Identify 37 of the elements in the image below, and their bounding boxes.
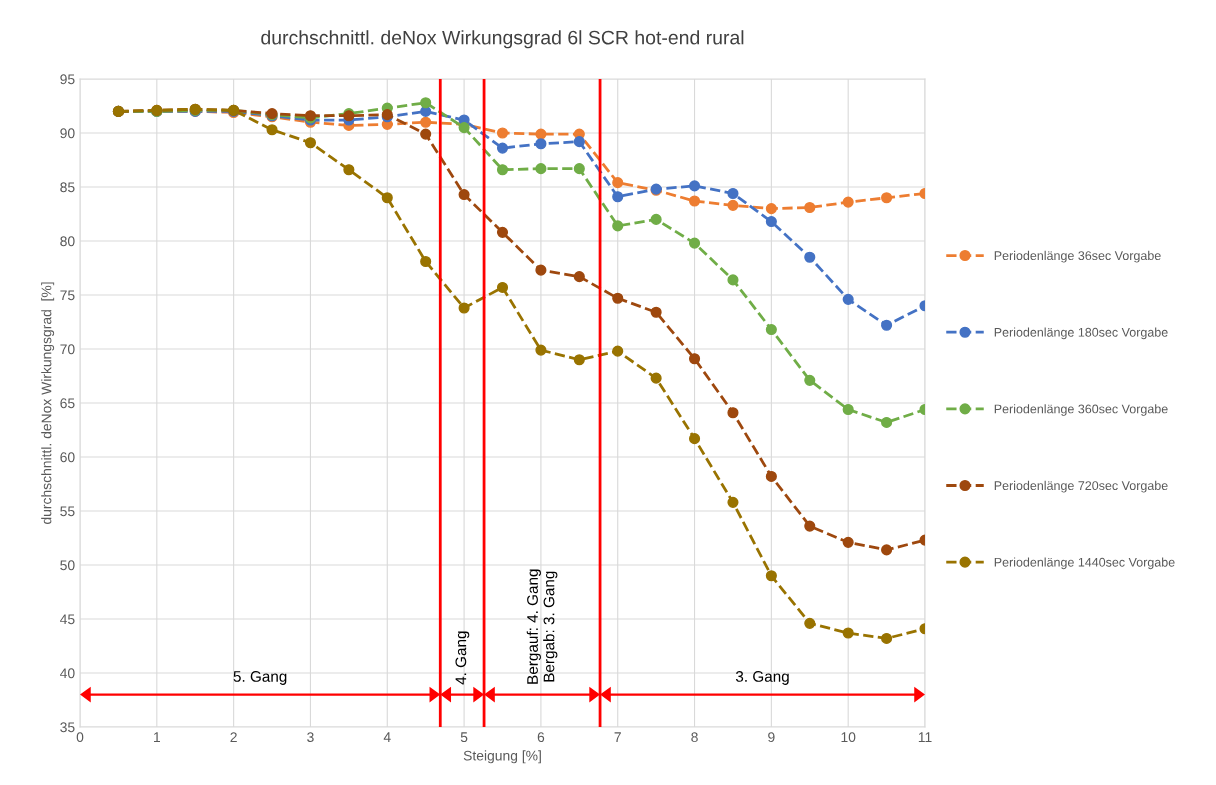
x-tick-label: 0	[76, 732, 84, 743]
y-tick-label: 80	[60, 236, 75, 247]
legend-label: Periodenlänge 180sec Vorgabe	[994, 327, 1168, 340]
annotation: Bergauf: 4. Gang Bergab: 3. Gang	[526, 569, 558, 684]
y-tick-label: 60	[60, 452, 75, 463]
y-tick-label: 95	[60, 74, 75, 85]
legend-label: Periodenlänge 360sec Vorgabe	[994, 404, 1168, 416]
y-tick-label: 65	[60, 398, 75, 409]
y-tick-label: 70	[60, 344, 75, 355]
legend-label: Periodenlänge 36sec Vorgabe	[994, 250, 1161, 263]
y-axis-title: durchschnittl. deNox Wirkungsgrad [%]	[41, 282, 55, 524]
chart-title: durchschnittl. deNox Wirkungsgrad 6l SCR hot-end rural	[261, 30, 744, 49]
y-tick-label: 85	[60, 182, 75, 193]
legend-label: Periodenlänge 1440sec Vorgabe	[994, 557, 1175, 570]
x-axis-title: Steigung [%]	[463, 750, 541, 764]
x-tick-label: 4	[383, 732, 391, 742]
x-tick-label: 1	[154, 732, 160, 742]
y-tick-label: 45	[60, 614, 75, 625]
x-tick-label: 3	[307, 732, 314, 743]
y-tick-label: 50	[60, 560, 75, 571]
y-tick-label: 90	[60, 128, 75, 139]
y-tick-label: 75	[60, 290, 75, 301]
x-tick-label: 10	[841, 732, 856, 743]
x-tick-label: 9	[768, 732, 775, 743]
x-tick-label: 8	[691, 732, 698, 743]
x-tick-label: 7	[614, 732, 621, 742]
legend-label: Periodenlänge 720sec Vorgabe	[994, 480, 1168, 493]
x-tick-label: 6	[537, 732, 545, 743]
annotation: 3. Gang	[735, 671, 789, 685]
y-tick-label: 40	[60, 668, 75, 679]
x-tick-label: 11	[918, 732, 932, 742]
y-tick-label: 35	[60, 722, 75, 733]
x-tick-label: 5	[460, 732, 468, 743]
annotation: 4. Gang	[455, 631, 470, 685]
annotation: 5. Gang	[233, 671, 287, 685]
x-tick-label: 2	[230, 732, 237, 742]
y-tick-label: 55	[60, 506, 75, 517]
